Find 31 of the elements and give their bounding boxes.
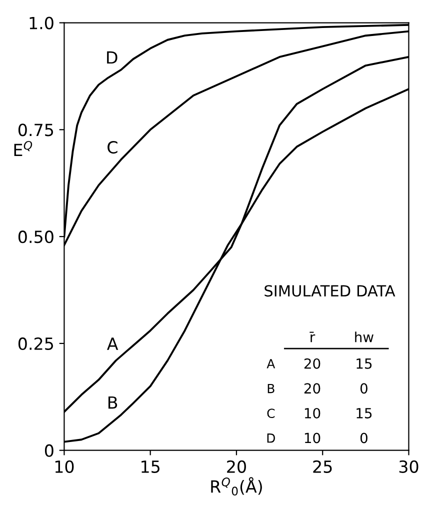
annotation: 0 (360, 432, 368, 444)
x-tick-label: 25 (313, 460, 332, 473)
y-tick-label: 0.75 (18, 124, 54, 136)
y-tick-label: 0 (44, 444, 54, 457)
annotation: C (267, 408, 275, 418)
x-tick-label: 15 (142, 460, 160, 473)
annotation: 15 (356, 358, 372, 369)
annotation: B (268, 384, 274, 394)
x-tick-label: 30 (399, 460, 418, 473)
annotation: B (108, 396, 118, 409)
annotation: 20 (304, 358, 320, 369)
annotation: hw (355, 332, 374, 342)
annotation: D (267, 434, 275, 443)
x-tick-label: 20 (227, 460, 246, 473)
y-tick-label: 0.50 (18, 230, 54, 244)
annotation: SIMULATED DATA (264, 285, 396, 297)
x-tick-label: 10 (55, 460, 74, 473)
annotation: A (266, 359, 276, 368)
y-axis-title: E$^{Q}$ (14, 140, 32, 156)
annotation: D (107, 51, 118, 64)
annotation: 20 (304, 383, 320, 394)
x-axis-title: R$^{Q}$$_{0}$(Å) (211, 477, 262, 496)
annotation: 10 (304, 432, 320, 444)
annotation: A (107, 338, 118, 350)
annotation: C (108, 140, 118, 154)
y-tick-label: 0.25 (18, 337, 54, 350)
annotation: 0 (360, 383, 368, 394)
annotation: 10 (304, 408, 320, 418)
annotation: r̄ (310, 332, 316, 342)
annotation: 15 (356, 408, 372, 418)
y-tick-label: 1.0 (30, 16, 54, 30)
